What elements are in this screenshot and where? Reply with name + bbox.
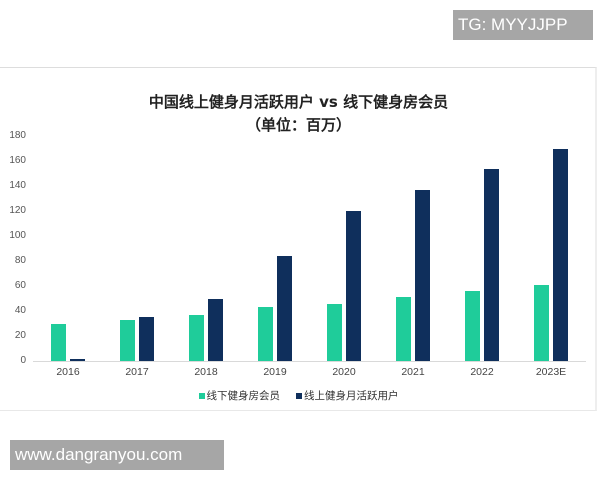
x-tick-label: 2023E: [535, 366, 567, 378]
y-tick-label: 60: [14, 280, 26, 291]
bar-offline-gym-members: [465, 291, 480, 361]
legend: 线下健身房会员 线上健身月活跃用户: [0, 388, 597, 403]
legend-label-offline: 线下健身房会员: [206, 390, 281, 402]
bar-online-mau: [484, 168, 499, 361]
x-tick-label: 2020: [332, 366, 356, 378]
chart-subtitle: （单位：百万）: [245, 116, 351, 134]
legend-swatch-offline-icon: [198, 392, 205, 399]
y-tick-label: 160: [9, 155, 26, 166]
x-tick-label: 2018: [194, 366, 218, 378]
bar-online-mau: [346, 211, 361, 361]
y-tick-label: 140: [9, 180, 26, 191]
legend-swatch-online-icon: [296, 392, 302, 399]
bar-online-mau: [415, 189, 430, 361]
bar-offline-gym-members: [189, 314, 204, 361]
bar-online-mau: [70, 359, 85, 361]
legend-item-offline: 线下健身房会员: [198, 388, 281, 403]
x-tick-label: 2017: [125, 366, 149, 378]
bar-online-mau: [208, 298, 223, 361]
bar-offline-gym-members: [327, 303, 342, 361]
x-axis-line: [33, 361, 586, 362]
x-tick-label: 2021: [401, 366, 425, 378]
x-tick-label: 2022: [470, 366, 494, 378]
x-tick-label: 2019: [263, 366, 287, 378]
bar-online-mau: [277, 256, 292, 361]
bar-online-mau: [139, 317, 154, 361]
legend-item-online: 线上健身月活跃用户: [296, 388, 399, 403]
watermark-bottom: www.dangranyou.com: [10, 440, 224, 470]
y-tick-label: 80: [14, 255, 26, 266]
y-tick-label: 40: [14, 305, 26, 316]
bar-offline-gym-members: [396, 297, 411, 361]
bar-offline-gym-members: [534, 284, 549, 361]
bar-offline-gym-members: [120, 319, 135, 361]
y-tick-label: 0: [20, 355, 26, 366]
chart-title: 中国线上健身月活跃用户 vs 线下健身房会员: [148, 93, 449, 111]
legend-label-online: 线上健身月活跃用户: [304, 390, 399, 402]
y-tick-label: 120: [9, 205, 26, 216]
bar-offline-gym-members: [51, 323, 66, 361]
y-tick-label: 20: [14, 330, 26, 341]
bar-online-mau: [553, 148, 568, 361]
y-tick-label: 180: [9, 130, 26, 141]
watermark-top: TG: MYYJJPP: [453, 10, 593, 40]
y-tick-label: 100: [9, 230, 26, 241]
bar-offline-gym-members: [258, 307, 273, 361]
x-tick-label: 2016: [56, 366, 80, 378]
chart-frame: [0, 67, 597, 411]
